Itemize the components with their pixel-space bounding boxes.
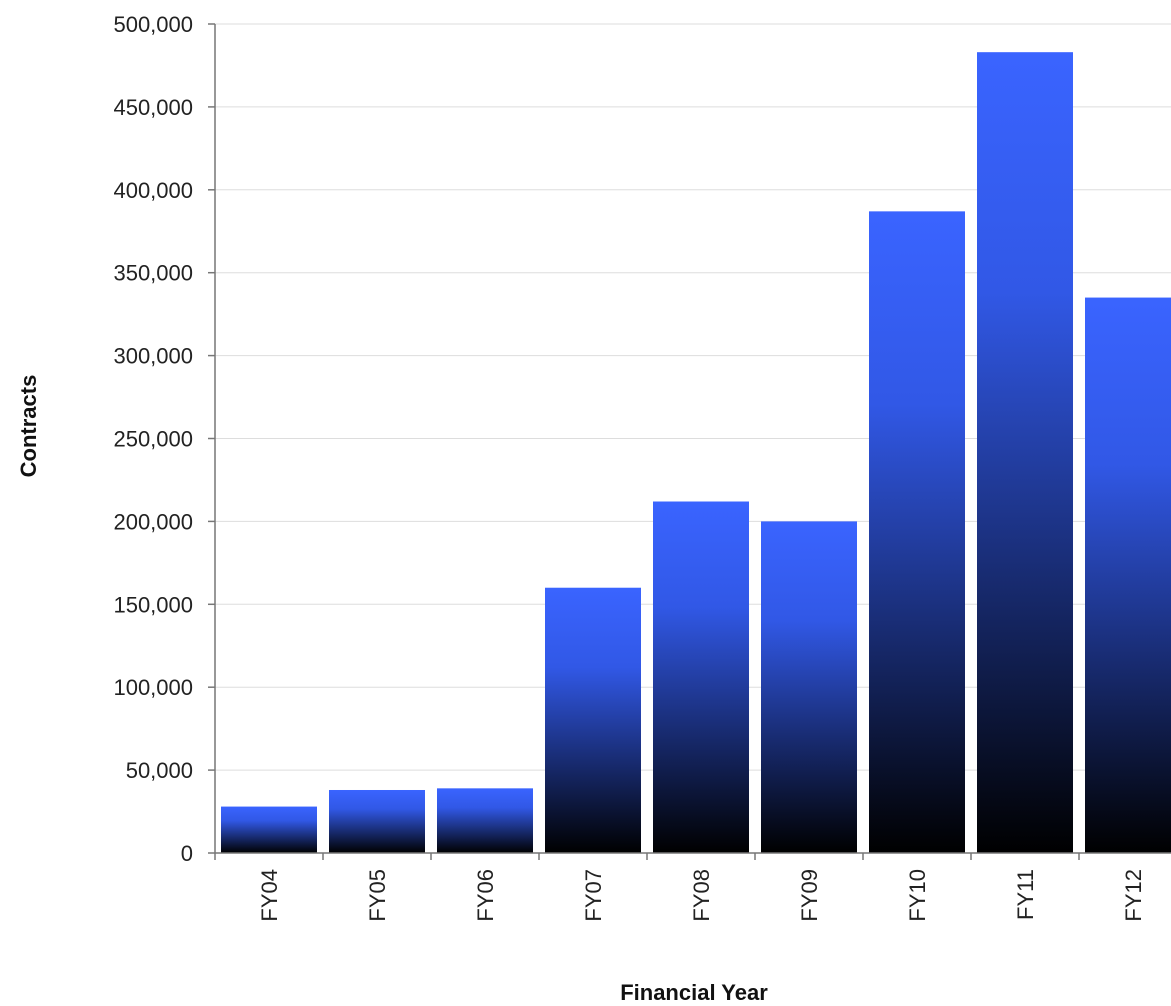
y-tick-label: 100,000 [113, 675, 193, 700]
x-tick-label: FY05 [365, 869, 390, 922]
bar-fy08 [653, 501, 749, 853]
x-tick-label: FY07 [581, 869, 606, 922]
y-tick-label: 200,000 [113, 509, 193, 534]
bar-fy04 [221, 806, 317, 853]
y-tick-label: 150,000 [113, 592, 193, 617]
y-axis-title: Contracts [16, 375, 41, 478]
x-tick-labels: FY04 FY05 FY06 FY07 FY08 FY09 FY10 FY11 FY12 [257, 869, 1146, 922]
y-tick-label: 50,000 [126, 758, 193, 783]
gridlines [215, 23, 1171, 771]
x-tick-label: FY08 [689, 869, 714, 922]
y-tick-label: 350,000 [113, 261, 193, 286]
bars [221, 52, 1171, 854]
x-tick-label: FY06 [473, 869, 498, 922]
bar-fy09 [761, 521, 857, 853]
x-tick-label: FY10 [905, 869, 930, 922]
x-axis-title: Financial Year [620, 980, 768, 1005]
y-tick-label: 400,000 [113, 178, 193, 203]
bar-fy11 [977, 52, 1073, 854]
bar-fy10 [869, 211, 965, 853]
y-tick-labels: 0 50,000 100,000 150,000 200,000 250,000 300,0… [113, 12, 193, 866]
bar-fy07 [545, 587, 641, 853]
x-tick-label: FY12 [1121, 869, 1146, 922]
x-tick-label: FY04 [257, 869, 282, 922]
y-tick-label: 300,000 [113, 344, 193, 369]
y-tick-label: 450,000 [113, 95, 193, 120]
bar-fy06 [437, 788, 533, 853]
x-tick-label: FY11 [1013, 869, 1038, 920]
bar-fy05 [329, 789, 425, 853]
y-tick-label: 500,000 [113, 12, 193, 37]
y-tick-label: 0 [181, 841, 193, 866]
x-tick-label: FY09 [797, 869, 822, 922]
y-tick-label: 250,000 [113, 427, 193, 452]
axes [208, 23, 1171, 860]
bar-fy12 [1085, 297, 1171, 853]
